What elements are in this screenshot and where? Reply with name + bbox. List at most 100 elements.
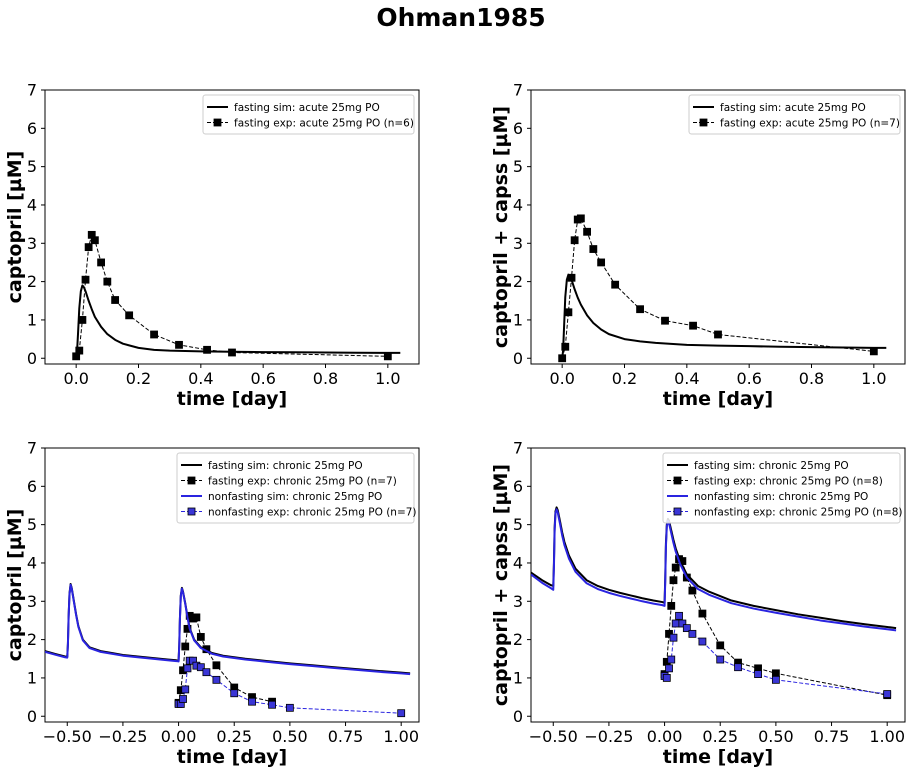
- subplot-3: −0.50 −0.25 0.00 0.25 0.50 0.75 1.00 0 1 2 3 4 5 6 7 ti…: [4, 439, 420, 768]
- series-line-sim: [531, 506, 897, 630]
- legend-marker: [699, 118, 708, 127]
- y-tick-label: 3: [513, 234, 523, 253]
- data-point: [716, 641, 725, 650]
- series-line-sim: [75, 284, 401, 359]
- y-tick-label: 5: [513, 157, 523, 176]
- y-tick-label: 2: [513, 630, 523, 649]
- legend-entry: fasting sim: acute 25mg PO: [720, 102, 866, 114]
- legend-entry: fasting exp: acute 25mg PO (n=6): [234, 117, 414, 129]
- x-tick-label: 1.0: [375, 369, 400, 388]
- legend: fasting sim: acute 25mg PO fasting exp: a…: [688, 94, 901, 135]
- y-tick-label: 0: [27, 349, 37, 368]
- data-point: [570, 236, 579, 245]
- data-point: [688, 629, 697, 638]
- data-point: [84, 243, 93, 252]
- legend-marker: [213, 118, 222, 127]
- y-tick-label: 1: [27, 310, 37, 329]
- y-tick-label: 3: [27, 234, 37, 253]
- x-tick-label: 0.50: [272, 727, 308, 746]
- y-axis-label: captopril + capss [µM]: [490, 464, 512, 706]
- data-point: [202, 668, 211, 677]
- plot-area: [558, 214, 887, 363]
- data-point: [97, 258, 105, 267]
- data-point: [636, 305, 644, 314]
- axes-frame: [530, 89, 906, 365]
- y-tick-label: 0: [27, 707, 37, 726]
- data-point: [678, 619, 687, 628]
- y-tick-label: 1: [27, 668, 37, 687]
- data-point: [671, 619, 680, 628]
- y-tick-label: 7: [27, 439, 37, 458]
- x-axis-label: time [day]: [177, 746, 287, 768]
- axes-frame: [530, 447, 906, 723]
- legend-entry: fasting exp: chronic 25mg PO (n=8): [694, 475, 883, 487]
- x-tick-label: 0.2: [126, 369, 151, 388]
- x-tick-label: 0.00: [647, 727, 683, 746]
- legend: fasting sim: chronic 25mg PO fasting exp:…: [662, 452, 903, 524]
- y-axis-label: captopril [µM]: [4, 509, 26, 662]
- data-point: [583, 227, 591, 236]
- x-tick-label: 1.0: [861, 369, 886, 388]
- data-point: [183, 624, 192, 633]
- data-point: [228, 348, 236, 357]
- x-tick-label: 0.75: [814, 727, 850, 746]
- data-point: [383, 352, 392, 361]
- data-point: [589, 245, 598, 253]
- y-tick-label: 1: [513, 310, 523, 329]
- y-axis-label: captopril [µM]: [4, 151, 26, 304]
- data-point: [75, 346, 84, 355]
- data-point: [179, 695, 187, 703]
- data-point: [561, 342, 570, 351]
- series-line-exp: [664, 558, 888, 696]
- y-tick-label: 0: [513, 707, 523, 726]
- x-tick-label: −0.50: [529, 727, 578, 746]
- x-tick-label: −0.50: [43, 727, 92, 746]
- y-tick-label: 2: [513, 272, 523, 291]
- legend-entry: nonfasting sim: chronic 25mg PO: [208, 491, 382, 503]
- y-tick-label: 4: [513, 553, 523, 572]
- data-point: [665, 664, 673, 673]
- legend-entry: nonfasting exp: chronic 25mg PO (n=7): [208, 506, 417, 518]
- y-tick-label: 0: [513, 349, 523, 368]
- axes-frame: [44, 89, 420, 365]
- y-tick-label: 2: [27, 630, 37, 649]
- y-tick-label: 3: [513, 592, 523, 611]
- data-point: [181, 685, 190, 694]
- y-tick-label: 2: [27, 272, 37, 291]
- y-tick-label: 4: [27, 195, 37, 214]
- series-line-sim: [561, 273, 887, 359]
- legend-marker: [187, 507, 196, 516]
- data-point: [567, 273, 576, 282]
- series-line-sim: [45, 583, 411, 676]
- data-point: [103, 277, 112, 286]
- data-point: [564, 308, 573, 317]
- data-point: [230, 689, 239, 698]
- legend-entry: fasting sim: chronic 25mg PO: [208, 460, 363, 472]
- data-point: [667, 601, 676, 610]
- y-tick-label: 5: [27, 157, 37, 176]
- plot-area: [45, 583, 411, 718]
- y-tick-label: 5: [513, 515, 523, 534]
- data-point: [611, 280, 620, 289]
- x-tick-label: 0.25: [216, 727, 252, 746]
- data-point: [689, 321, 697, 330]
- series-line-exp: [75, 233, 388, 357]
- x-tick-label: 0.4: [188, 369, 213, 388]
- data-point: [734, 663, 742, 672]
- data-point: [181, 642, 190, 651]
- x-tick-label: 0.00: [161, 727, 197, 746]
- legend-entry: fasting sim: acute 25mg PO: [234, 102, 380, 114]
- y-tick-label: 6: [513, 119, 523, 138]
- y-axis-label: captopril + capss [µM]: [490, 106, 512, 348]
- legend-marker: [673, 507, 682, 516]
- data-point: [558, 354, 567, 363]
- x-tick-label: −0.25: [584, 727, 633, 746]
- x-axis-label: time [day]: [663, 388, 773, 410]
- legend-entry: fasting exp: chronic 25mg PO (n=7): [208, 475, 397, 487]
- legend-box: [176, 452, 415, 524]
- data-point: [268, 700, 276, 709]
- data-point: [662, 674, 671, 682]
- data-point: [192, 613, 201, 622]
